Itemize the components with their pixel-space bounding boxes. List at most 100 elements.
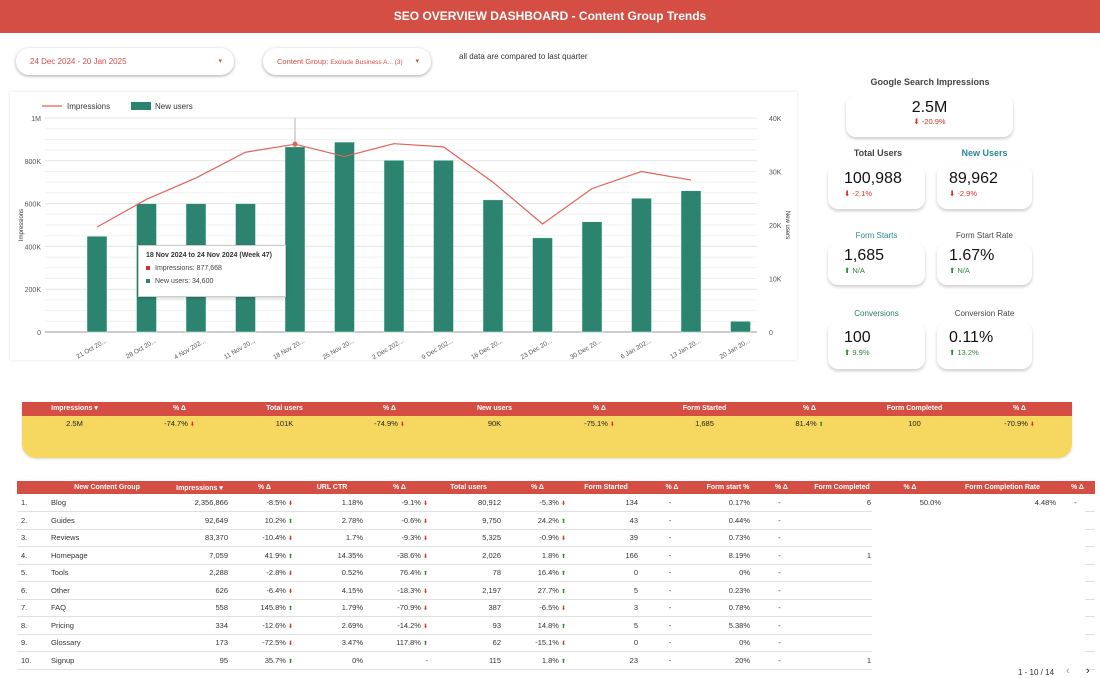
table-cell: 0% [297, 651, 367, 670]
x-tick: 11 Nov 20... [223, 338, 257, 360]
summary-value: -74.7% ⬇ [164, 419, 195, 428]
arrow-down-icon: ⬇ [422, 623, 428, 630]
bar-new-users [680, 190, 702, 333]
arrow-down-icon: ⬇ [422, 606, 428, 613]
content-group-value: Exclude Business A... (3) [330, 59, 403, 66]
table-cell: 27.7% ⬆ [505, 581, 570, 600]
arrow-down-icon: ⬇ [1029, 422, 1035, 428]
arrow-down-icon: ⬇ [422, 536, 428, 543]
arrow-up-icon: ⬆ [422, 571, 428, 578]
column-header[interactable]: Total users [432, 481, 505, 494]
column-header[interactable]: Form Completed [809, 481, 875, 494]
table-cell: -9.1% ⬇ [367, 494, 432, 512]
summary-header: % Δ [1013, 405, 1026, 412]
kpi-form-start-rate-card: 1.67% ⬆ N/A [937, 243, 1032, 285]
column-header[interactable]: % Δ [232, 481, 297, 494]
column-header[interactable]: % Δ [367, 481, 432, 494]
content-group-filter[interactable]: Content Group: Exclude Business A... (3)… [263, 48, 431, 75]
arrow-down-icon: ⬇ [287, 623, 293, 630]
arrow-down-icon: ⬇ [560, 606, 566, 613]
table-cell: -0.6% ⬇ [367, 511, 432, 530]
table-cell [809, 511, 875, 530]
table-cell: 0.52% [297, 564, 367, 582]
tooltip-new-users: New users: 34,600 [155, 278, 214, 285]
kpi-delta: N/A [957, 266, 970, 275]
kpi-conversion-rate-title: Conversion Rate [954, 309, 1015, 318]
arrow-up-icon: ⬆ [422, 641, 428, 648]
arrow-up-icon: ⬆ [949, 348, 956, 357]
column-header[interactable]: % Δ [642, 481, 702, 494]
summary-value: -74.9% ⬇ [374, 419, 405, 428]
table-cell: 0.17% [702, 494, 754, 512]
column-header[interactable]: % Δ [875, 481, 945, 494]
table-cell: 76.4% ⬆ [367, 564, 432, 582]
table-cell: - [754, 599, 809, 617]
column-header[interactable]: % Δ [505, 481, 570, 494]
table-cell: 387 [432, 599, 505, 617]
column-header[interactable]: Impressions ▾ [167, 481, 232, 494]
table-cell: Signup [47, 651, 167, 670]
table-cell: 6. [17, 581, 47, 600]
arrow-down-icon: ⬇ [422, 553, 428, 560]
arrow-down-icon: ⬇ [422, 501, 428, 507]
table-cell: 1 [809, 651, 875, 670]
kpi-form-starts-card: 1,685 ⬆ N/A [828, 243, 925, 285]
y-right-tick: 20K [769, 223, 782, 230]
column-header[interactable]: New Content Group [47, 481, 167, 494]
table-cell: Reviews [47, 529, 167, 547]
table-cell: 41.9% ⬆ [232, 546, 297, 565]
x-tick: 28 Oct 20... [125, 338, 158, 360]
column-header[interactable] [17, 481, 47, 494]
y-right-tick: 10K [769, 277, 782, 284]
kpi-form-starts-title: Form Starts [855, 231, 898, 240]
bar-new-users [334, 141, 355, 333]
table-cell: -15.1% ⬇ [505, 634, 570, 652]
legend-impressions: Impressions [67, 102, 110, 111]
kpi-value: 100 [844, 329, 871, 346]
table-cell: 334 [167, 616, 232, 635]
table-cell: 2.69% [297, 616, 367, 635]
arrow-up-icon: ⬆ [287, 518, 293, 525]
arrow-down-icon: ⬇ [560, 501, 566, 507]
overlay-blank-panel [872, 507, 1085, 678]
prev-page-button[interactable]: ‹ [1066, 665, 1070, 677]
bar-new-users [730, 321, 751, 333]
comparison-note: all data are compared to last quarter [459, 52, 588, 61]
kpi-delta: -2.1% [852, 189, 872, 198]
line-impressions [96, 143, 692, 228]
y-left-tick: 200K [25, 287, 42, 294]
next-page-button[interactable]: › [1086, 665, 1090, 677]
column-header[interactable]: % Δ [754, 481, 809, 494]
y-left-tick: 400K [25, 244, 42, 251]
kpi-delta: 9.9% [852, 348, 870, 357]
table-cell: 2.78% [297, 511, 367, 530]
summary-header[interactable]: Impressions ▾ [51, 405, 98, 412]
summary-value: -70.9% ⬇ [1004, 419, 1035, 428]
chevron-down-icon: ▾ [415, 58, 419, 65]
arrow-down-icon: ⬇ [844, 189, 851, 198]
table-cell: 5 [570, 581, 642, 600]
column-header[interactable]: URL CTR [297, 481, 367, 494]
arrow-down-icon: ⬇ [913, 117, 920, 126]
column-header[interactable]: Form Completion Rate [945, 481, 1060, 494]
kpi-value: 1,685 [844, 247, 885, 264]
table-cell: -9.3% ⬇ [367, 529, 432, 547]
arrow-up-icon: ⬆ [560, 518, 566, 525]
column-header[interactable]: % Δ [1060, 481, 1095, 494]
arrow-up-icon: ⬆ [560, 658, 566, 665]
bar-new-users [383, 160, 405, 333]
legend-bar-icon [131, 102, 151, 110]
table-cell [809, 581, 875, 600]
date-range-picker[interactable]: 24 Dec 2024 - 20 Jan 2025 ▾ [16, 48, 234, 75]
column-header[interactable]: Form start % [702, 481, 754, 494]
table-cell: - [642, 616, 702, 635]
x-tick: 4 Nov 202... [173, 338, 207, 360]
table-cell: -0.9% ⬇ [505, 529, 570, 547]
date-range-value: 24 Dec 2024 - 20 Jan 2025 [30, 57, 127, 66]
arrow-down-icon: ⬇ [189, 422, 195, 428]
table-cell: 2,288 [167, 564, 232, 582]
table-cell [809, 564, 875, 582]
column-header[interactable]: Form Started [570, 481, 642, 494]
arrow-down-icon: ⬇ [287, 536, 293, 543]
table-cell: - [642, 634, 702, 652]
